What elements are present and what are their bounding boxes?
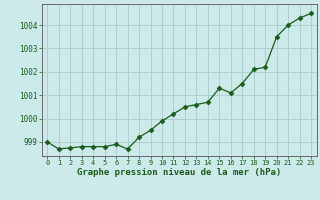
X-axis label: Graphe pression niveau de la mer (hPa): Graphe pression niveau de la mer (hPa) [77, 168, 281, 177]
